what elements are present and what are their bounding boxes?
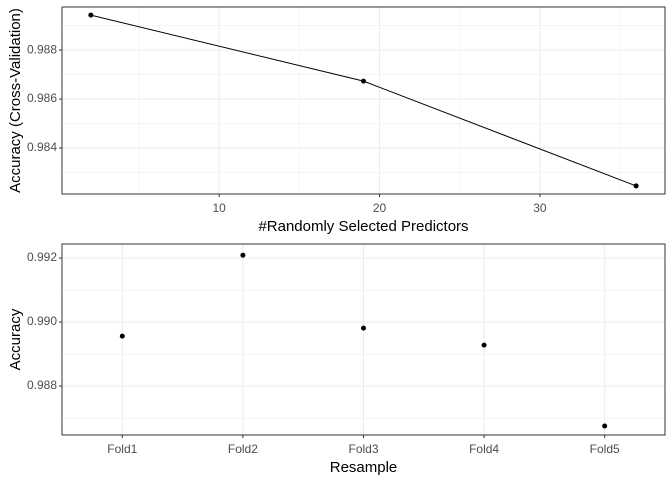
point xyxy=(240,252,246,258)
panel-border xyxy=(61,6,666,195)
x-tick-label: Fold1 xyxy=(107,442,137,456)
y-tick-label: 0.992 xyxy=(27,250,57,264)
x-tick-label: 20 xyxy=(373,201,387,215)
y-tick-label: 0.988 xyxy=(27,42,57,56)
y-tick-label: 0.984 xyxy=(27,140,57,154)
x-tick-label: Fold4 xyxy=(469,442,499,456)
y-axis-title: Accuracy (Cross-Validation) xyxy=(7,8,24,193)
x-axis-title: Resample xyxy=(330,459,398,476)
y-tick-label: 0.988 xyxy=(27,378,57,392)
x-tick-label: Fold2 xyxy=(228,442,258,456)
x-tick-label: Fold3 xyxy=(348,442,378,456)
point xyxy=(88,12,94,18)
point xyxy=(361,78,366,84)
x-axis-title: #Randomly Selected Predictors xyxy=(258,218,468,235)
point xyxy=(602,423,608,429)
point xyxy=(633,183,639,189)
x-tick-label: Fold5 xyxy=(590,442,620,456)
y-axis-title: Accuracy xyxy=(7,308,24,370)
point xyxy=(361,325,366,331)
point xyxy=(481,342,487,348)
line xyxy=(90,14,637,187)
x-tick-label: 30 xyxy=(533,201,547,215)
y-tick-label: 0.990 xyxy=(27,314,57,328)
point xyxy=(119,333,125,339)
x-tick-label: 10 xyxy=(212,201,226,215)
panel-border xyxy=(61,243,666,436)
y-tick-label: 0.986 xyxy=(27,91,57,105)
